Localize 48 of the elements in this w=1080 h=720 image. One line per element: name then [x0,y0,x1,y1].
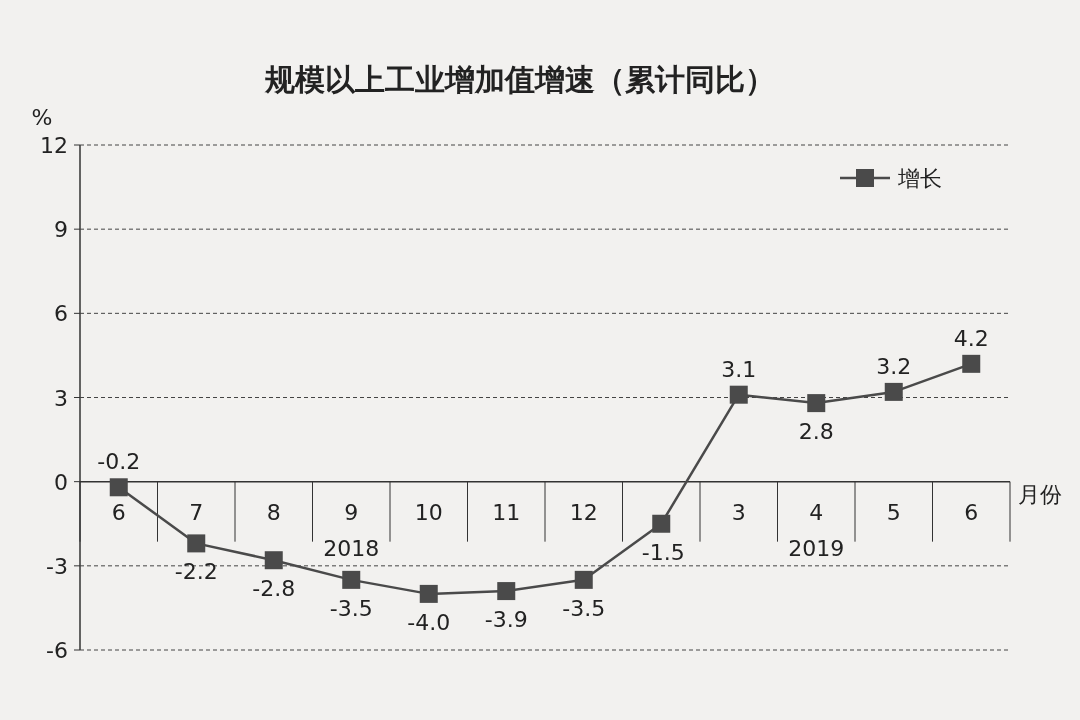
x-tick-label: 11 [492,499,521,525]
data-label: -3.9 [484,607,528,633]
y-tick-label: 3 [54,385,68,411]
data-label: -3.5 [562,595,606,621]
x-tick-label: 12 [569,499,598,525]
x-tick-label: 9 [344,499,359,525]
point [574,570,593,589]
point [652,514,671,533]
data-label: 4.2 [953,325,989,351]
annotation: 2018 [323,535,380,561]
point [342,570,361,589]
data-label: -0.2 [97,449,141,475]
data-label: -2.8 [252,576,296,602]
point [807,394,826,413]
y-tick-label: -3 [46,553,68,579]
point [264,551,283,570]
point [729,385,748,404]
x-tick-label: 3 [731,499,746,525]
x-tick-label: 8 [266,499,281,525]
x-tick-label: 10 [414,499,443,525]
y-tick-label: 12 [40,133,68,158]
data-label: -4.0 [407,609,451,635]
point [109,478,128,497]
point [497,582,516,601]
x-axis-title: 月份 [1018,481,1062,507]
y-tick-label: 9 [54,217,68,243]
annotation: 2019 [788,535,845,561]
data-label: -3.5 [329,595,373,621]
data-label: -2.2 [174,559,218,585]
point [187,534,206,553]
chart-title: 规模以上工业增加值增速（累计同比） [264,62,775,97]
y-axis-title: % [31,105,53,130]
legend-label: 增长 [897,166,942,191]
x-tick-label: 5 [886,499,901,525]
y-tick-label: -6 [46,638,68,663]
x-tick-label: 6 [964,499,979,525]
point [884,382,903,401]
y-tick-label: 6 [54,301,68,327]
x-tick-label: 7 [189,499,204,525]
data-label: 3.1 [721,356,757,382]
data-label: 3.2 [876,353,912,379]
point [419,584,438,603]
x-tick-label: 6 [111,499,126,525]
y-tick-label: 0 [54,469,68,495]
x-tick-label: 4 [809,499,824,525]
point [962,354,981,373]
data-label: 2.8 [798,419,834,445]
data-label: -1.5 [641,539,685,565]
